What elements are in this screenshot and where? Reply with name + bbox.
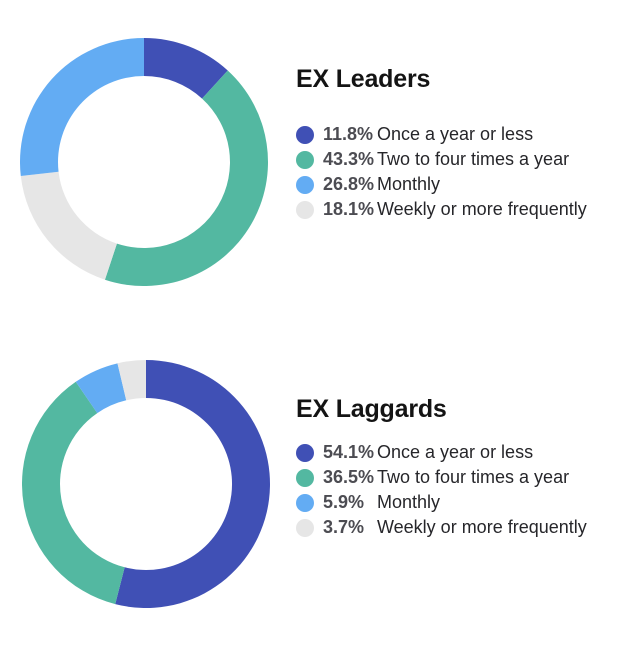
legend-item: 43.3% Two to four times a year [296,147,616,172]
ex-laggards-legend: 54.1% Once a year or less 36.5% Two to f… [296,440,616,540]
ex-leaders-title: EX Leaders [296,65,431,93]
donut-slice [144,38,228,99]
legend-item: 54.1% Once a year or less [296,440,616,465]
donut-slice [22,381,125,605]
legend-percent: 36.5% [323,467,375,487]
donut-slice [104,70,268,286]
legend-percent: 43.3% [323,149,375,169]
legend-label: Monthly [377,174,441,194]
legend-label: Weekly or more frequently [377,199,587,219]
ex-leaders-legend: 11.8% Once a year or less 43.3% Two to f… [296,122,616,222]
legend-label: Two to four times a year [377,467,570,487]
legend-label: Monthly [377,492,441,512]
legend-color-dot [296,518,314,537]
donut-slice [75,363,127,414]
legend-percent: 54.1% [323,442,375,462]
legend-item: 36.5% Two to four times a year [296,465,616,490]
ex-laggards-donut-chart [22,360,270,608]
legend-percent: 26.8% [323,174,375,194]
legend-color-dot [296,175,314,194]
legend-item: 26.8% Monthly [296,172,616,197]
legend-label: Once a year or less [377,442,534,462]
legend-percent: 11.8% [323,124,374,144]
legend-label: Two to four times a year [377,149,570,169]
donut-slice [115,360,270,608]
legend-color-dot [296,125,314,144]
legend-item: 11.8% Once a year or less [296,122,616,147]
legend-label: Once a year or less [377,124,534,144]
legend-percent: 18.1% [323,199,375,219]
legend-item: 5.9% Monthly [296,490,616,515]
legend-percent: 5.9% [323,492,365,512]
legend-item: 3.7% Weekly or more frequently [296,515,616,540]
legend-item: 18.1% Weekly or more frequently [296,197,616,222]
legend-color-dot [296,468,314,487]
ex-leaders-donut-chart [20,38,268,286]
legend-color-dot [296,200,314,219]
legend-color-dot [296,443,314,462]
legend-color-dot [296,493,314,512]
ex-laggards-title: EX Laggards [296,395,447,423]
donut-slice [20,38,144,176]
legend-percent: 3.7% [323,517,365,537]
legend-label: Weekly or more frequently [377,517,587,537]
donut-slice [20,171,117,280]
donut-slice [117,360,146,401]
legend-color-dot [296,150,314,169]
